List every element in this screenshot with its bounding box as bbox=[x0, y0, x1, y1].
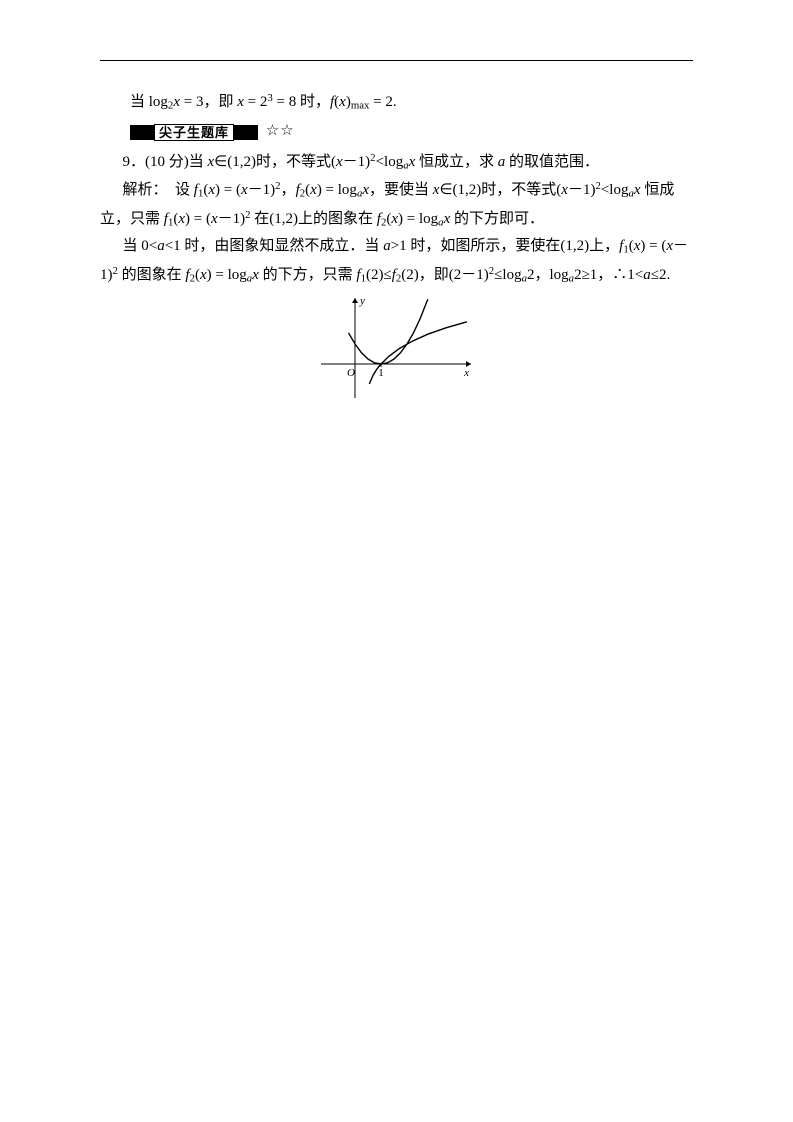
t: －1) bbox=[343, 154, 371, 170]
var-x: x bbox=[310, 182, 317, 198]
t: 恒成 bbox=[641, 182, 675, 198]
top-rule bbox=[100, 60, 693, 61]
t: ，要使当 bbox=[369, 182, 433, 198]
t: ≤log bbox=[494, 266, 521, 282]
page: 当 log2x = 3，即 x = 23 = 8 时，f(x)max = 2. … bbox=[0, 0, 793, 1122]
t: 的下方，只需 bbox=[259, 266, 357, 282]
var-x: x bbox=[173, 94, 180, 110]
t: ≤2. bbox=[651, 266, 670, 282]
var-x: x bbox=[178, 211, 185, 227]
t: 的下方即可． bbox=[450, 211, 544, 227]
t: (2)，即(2－1) bbox=[401, 266, 488, 282]
badge-label: 尖子生题库 bbox=[154, 124, 234, 141]
t: ) = log bbox=[317, 182, 357, 198]
t: －1) bbox=[568, 182, 596, 198]
solution-line-2: 当 0<a<1 时，由图象知显然不成立．当 a>1 时，如图所示，要使在(1,2… bbox=[100, 234, 693, 260]
t: 的取值范围． bbox=[505, 154, 599, 170]
t: ， bbox=[281, 182, 296, 198]
t: ) = log bbox=[398, 211, 438, 227]
var-x: x bbox=[200, 266, 207, 282]
t: (2)≤ bbox=[366, 266, 392, 282]
t: ) = ( bbox=[215, 182, 241, 198]
badge-block-right bbox=[234, 125, 258, 140]
var-a: a bbox=[157, 238, 165, 254]
t: 9．(10 分)当 bbox=[123, 154, 208, 170]
t: 解析： 设 bbox=[123, 182, 194, 198]
t: ) = log bbox=[207, 266, 247, 282]
svg-text:1: 1 bbox=[378, 367, 384, 379]
t: <log bbox=[601, 182, 629, 198]
t: － bbox=[673, 238, 688, 254]
t: 当 0< bbox=[123, 238, 158, 254]
section-badge: 尖子生题库 ☆☆ bbox=[130, 119, 295, 145]
solution-line-1: 解析： 设 f1(x) = (x－1)2，f2(x) = logax，要使当 x… bbox=[100, 177, 693, 203]
solution-line-2b: 1)2 的图象在 f2(x) = logax 的下方，只需 f1(2)≤f2(2… bbox=[100, 262, 693, 288]
sub-max: max bbox=[351, 100, 370, 112]
var-x: x bbox=[241, 182, 248, 198]
t: 1) bbox=[100, 266, 113, 282]
t: ) = ( bbox=[640, 238, 666, 254]
t: 的图象在 bbox=[118, 266, 186, 282]
t: ∈(1,2)时，不等式( bbox=[214, 154, 336, 170]
svg-text:y: y bbox=[359, 295, 365, 307]
t: 2≥1，∴1< bbox=[574, 266, 643, 282]
t: = 8 时， bbox=[273, 94, 330, 110]
var-a: a bbox=[643, 266, 651, 282]
var-x: x bbox=[336, 154, 343, 170]
var-x: x bbox=[208, 182, 215, 198]
t: 当 log bbox=[130, 94, 168, 110]
t: －1) bbox=[248, 182, 276, 198]
t: 在(1,2)上的图象在 bbox=[251, 211, 377, 227]
var-x: x bbox=[211, 211, 218, 227]
t: = 2. bbox=[369, 94, 396, 110]
t: >1 时，如图所示，要使在(1,2)上， bbox=[391, 238, 619, 254]
t: 2，log bbox=[527, 266, 569, 282]
t: = 2 bbox=[244, 94, 267, 110]
t: <log bbox=[376, 154, 404, 170]
solution-line-1b: 立，只需 f1(x) = (x－1)2 在(1,2)上的图象在 f2(x) = … bbox=[100, 206, 693, 232]
var-x: x bbox=[634, 182, 641, 198]
line-1: 当 log2x = 3，即 x = 23 = 8 时，f(x)max = 2. bbox=[100, 89, 693, 115]
svg-text:O: O bbox=[347, 367, 355, 379]
t: = 3，即 bbox=[180, 94, 237, 110]
var-x: x bbox=[339, 94, 346, 110]
var-x: x bbox=[237, 94, 244, 110]
t: ) = ( bbox=[185, 211, 211, 227]
t: ∈(1,2)时，不等式( bbox=[439, 182, 561, 198]
t: 恒成立，求 bbox=[415, 154, 498, 170]
question-9: 9．(10 分)当 x∈(1,2)时，不等式(x－1)2<logax 恒成立，求… bbox=[100, 149, 693, 175]
t: 立，只需 bbox=[100, 211, 164, 227]
difficulty-stars: ☆☆ bbox=[266, 119, 295, 145]
t: －1) bbox=[218, 211, 246, 227]
var-x: x bbox=[362, 182, 369, 198]
chart-svg: 1 Ox y bbox=[317, 292, 477, 402]
t: <1 时，由图象知显然不成立．当 bbox=[165, 238, 383, 254]
var-x: x bbox=[666, 238, 673, 254]
svg-text:x: x bbox=[463, 367, 469, 379]
figure: 1 Ox y bbox=[100, 292, 693, 402]
var-x: x bbox=[561, 182, 568, 198]
var-x: x bbox=[252, 266, 259, 282]
badge-block-left bbox=[130, 125, 154, 140]
var-a: a bbox=[383, 238, 391, 254]
